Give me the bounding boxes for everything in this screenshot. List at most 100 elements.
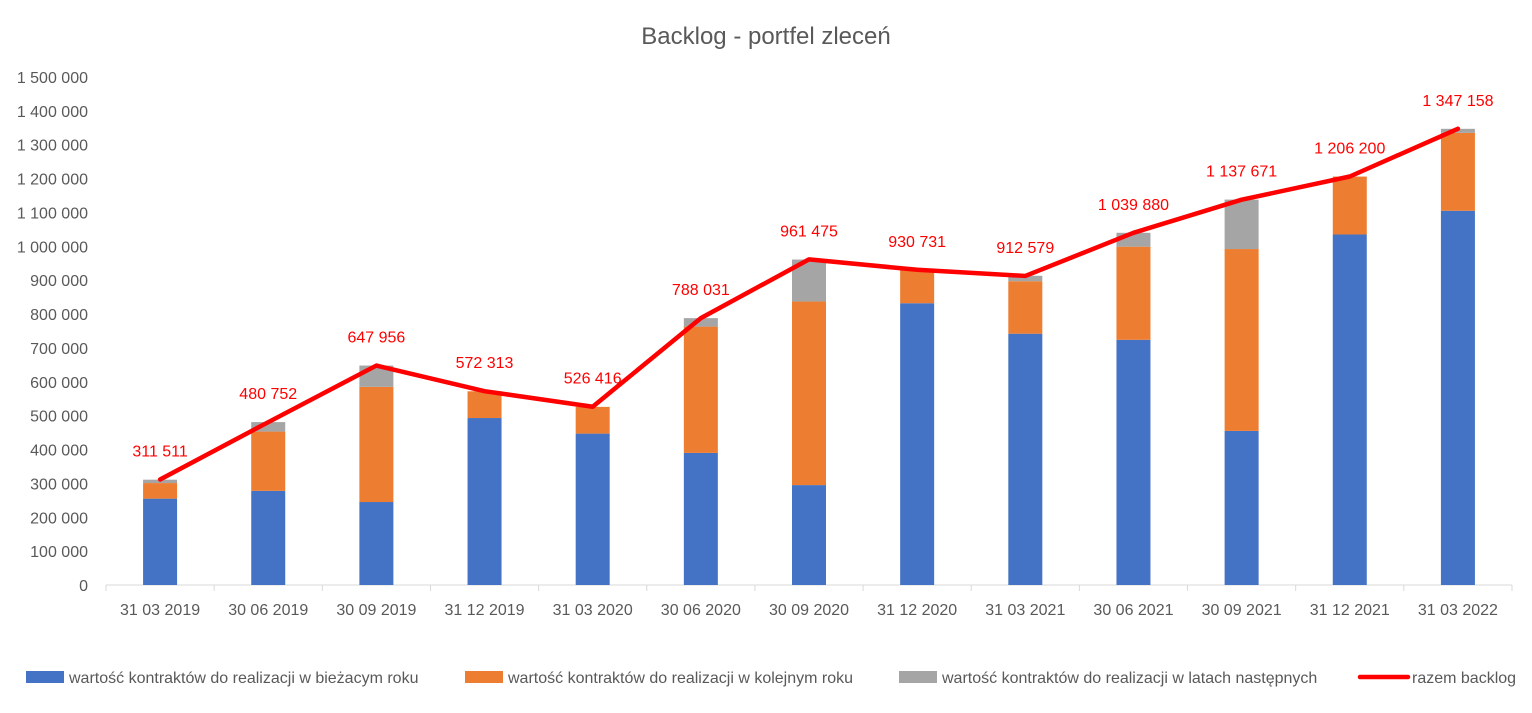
total-backlog-point <box>158 478 162 482</box>
bar-segment-series-1 <box>900 303 935 585</box>
y-tick-label: 700 000 <box>30 341 88 358</box>
data-label: 930 731 <box>888 234 946 251</box>
x-tick-label: 31 12 2021 <box>1310 602 1390 619</box>
x-tick-label: 30 06 2021 <box>1093 602 1173 619</box>
x-tick-label: 31 03 2019 <box>120 602 200 619</box>
bar-segment-series-2 <box>683 326 718 453</box>
legend: wartość kontraktów do realizacji w bieża… <box>26 670 1516 687</box>
data-label: 1 137 671 <box>1206 164 1277 181</box>
y-tick-label: 1 300 000 <box>17 138 88 155</box>
bar-segment-series-2 <box>143 483 178 499</box>
y-tick-label: 300 000 <box>30 476 88 493</box>
x-tick-label: 31 12 2019 <box>444 602 524 619</box>
bar-series <box>143 128 1475 586</box>
legend-swatch <box>899 671 937 683</box>
bar-segment-series-2 <box>900 269 935 304</box>
y-tick-label: 900 000 <box>30 273 88 290</box>
y-tick-label: 1 100 000 <box>17 205 88 222</box>
bar-segment-series-2 <box>1008 281 1043 334</box>
bar-segment-series-1 <box>1008 333 1043 585</box>
y-tick-label: 1 200 000 <box>17 172 88 189</box>
bar-segment-series-1 <box>143 498 178 585</box>
total-backlog-point <box>266 420 270 424</box>
legend-swatch <box>26 671 64 683</box>
data-label: 1 347 158 <box>1422 93 1493 110</box>
y-tick-label: 500 000 <box>30 409 88 426</box>
total-backlog-point <box>1240 198 1244 202</box>
x-tick-label: 30 06 2020 <box>661 602 741 619</box>
legend-label: wartość kontraktów do realizacji w latac… <box>941 670 1317 687</box>
bar-segment-series-3 <box>251 422 286 432</box>
y-tick-label: 800 000 <box>30 307 88 324</box>
data-label: 311 511 <box>132 444 188 461</box>
total-backlog-point <box>1023 274 1027 278</box>
x-tick-label: 31 03 2021 <box>985 602 1065 619</box>
bar-segment-series-2 <box>1116 246 1151 340</box>
bar-segment-series-2 <box>359 386 394 503</box>
bar-segment-series-1 <box>251 490 286 585</box>
bar-segment-series-1 <box>575 433 610 585</box>
bar-segment-series-2 <box>792 301 826 486</box>
bar-segment-series-2 <box>1224 249 1259 431</box>
x-tick-label: 30 09 2021 <box>1202 602 1282 619</box>
x-axis: 31 03 2019 30 06 2019 30 09 2019 31 12 2019… <box>105 584 1513 619</box>
bar-segment-series-1 <box>467 418 502 585</box>
total-backlog-point <box>807 257 811 261</box>
total-backlog-point <box>1348 175 1352 179</box>
y-tick-label: 1 400 000 <box>17 104 88 121</box>
total-backlog-point <box>1131 231 1135 235</box>
x-tick-label: 30 06 2019 <box>228 602 308 619</box>
bar-segment-series-1 <box>1440 210 1475 586</box>
total-backlog-point <box>1456 127 1460 131</box>
data-label: 647 956 <box>347 330 405 347</box>
y-tick-label: 100 000 <box>30 544 88 561</box>
x-tick-label: 31 03 2022 <box>1418 602 1498 619</box>
data-label: 1 039 880 <box>1098 197 1169 214</box>
data-label: 526 416 <box>564 371 622 388</box>
x-tick-label: 30 09 2019 <box>336 602 416 619</box>
y-tick-label: 200 000 <box>30 510 88 527</box>
data-label: 788 031 <box>672 282 730 299</box>
total-line-series <box>157 126 1461 482</box>
data-label: 1 206 200 <box>1314 141 1385 158</box>
total-backlog-point <box>483 389 487 393</box>
bar-segment-series-3 <box>1008 275 1043 282</box>
bar-segment-series-1 <box>1224 430 1259 585</box>
bar-segment-series-1 <box>683 452 718 585</box>
data-labels: 311 511 480 752 647 956 572 313 526 416 788 0… <box>132 93 1493 461</box>
legend-label: razem backlog <box>1412 670 1516 687</box>
bar-segment-series-2 <box>251 431 286 491</box>
data-label: 961 475 <box>780 223 838 240</box>
y-tick-label: 0 <box>79 578 88 595</box>
bar-segment-series-1 <box>359 502 394 585</box>
y-axis: 0 100 000 200 000 300 000 400 000 500 000 600 … <box>17 70 88 595</box>
y-tick-label: 400 000 <box>30 443 88 460</box>
bar-segment-series-1 <box>792 485 826 585</box>
bar-segment-series-2 <box>1440 132 1475 211</box>
y-tick-label: 1 000 000 <box>17 239 88 256</box>
data-label: 912 579 <box>996 240 1054 257</box>
data-label: 480 752 <box>239 386 297 403</box>
x-tick-label: 31 12 2020 <box>877 602 957 619</box>
bar-segment-series-2 <box>1332 176 1367 235</box>
y-tick-label: 1 500 000 <box>17 70 88 87</box>
legend-swatch <box>465 671 503 683</box>
bar-segment-series-1 <box>1332 234 1367 586</box>
y-tick-label: 600 000 <box>30 375 88 392</box>
bar-segment-series-1 <box>1116 339 1151 585</box>
legend-label: wartość kontraktów do realizacji w bieża… <box>68 670 418 687</box>
x-tick-label: 31 03 2020 <box>553 602 633 619</box>
total-backlog-point <box>374 364 378 368</box>
data-label: 572 313 <box>456 355 514 372</box>
bar-segment-series-2 <box>575 406 610 434</box>
legend-label: wartość kontraktów do realizacji w kolej… <box>507 670 853 687</box>
total-backlog-point <box>915 268 919 272</box>
x-tick-label: 30 09 2020 <box>769 602 849 619</box>
chart-title: Backlog - portfel zleceń <box>641 23 890 50</box>
total-backlog-point <box>591 405 595 409</box>
total-backlog-point <box>699 316 703 320</box>
bar-segment-series-3 <box>683 318 718 327</box>
bar-segment-series-3 <box>1224 199 1259 250</box>
